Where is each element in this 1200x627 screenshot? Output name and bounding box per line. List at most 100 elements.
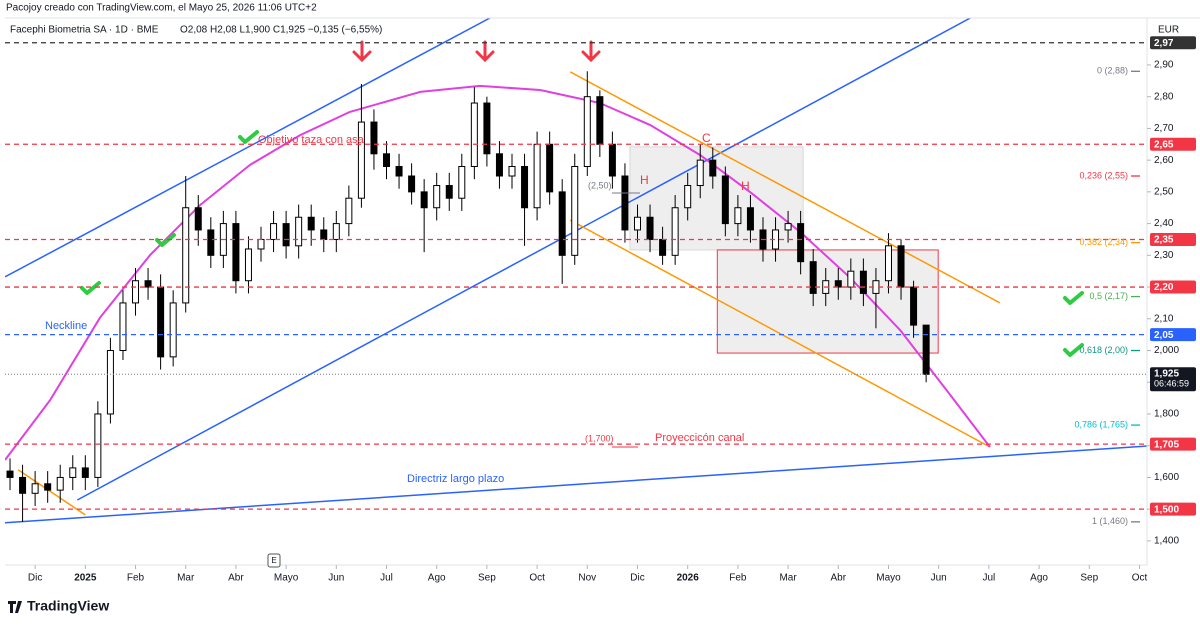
brand-logo	[8, 601, 22, 613]
check	[80, 281, 101, 295]
price-label: 2,05	[1154, 330, 1174, 341]
candle-body	[370, 121, 378, 155]
price-label: 1,705	[1154, 439, 1179, 450]
candle-body	[696, 159, 704, 187]
annotation: H	[640, 173, 649, 187]
cup-arc	[5, 84, 991, 461]
candle-body	[119, 302, 127, 352]
symbol: Facephi Biometria SA · 1D · BME	[10, 25, 159, 36]
candle-body	[19, 476, 27, 494]
candle-body	[483, 102, 491, 155]
candle-body	[332, 223, 340, 240]
candle-body	[508, 165, 516, 177]
candle-body	[56, 476, 64, 491]
candle-body	[633, 216, 641, 231]
candle-body	[897, 245, 905, 288]
annotation: H	[741, 179, 750, 193]
x-tick-label: Dic	[630, 573, 644, 584]
y-tick-label: 1,400	[1154, 536, 1179, 547]
currency: EUR	[1158, 25, 1179, 36]
price-label: 2,97	[1154, 38, 1174, 49]
candle-body	[834, 280, 842, 288]
fib-label: 0,382 (2,34)	[1079, 237, 1128, 247]
candle-body	[521, 165, 529, 209]
candle-body	[809, 261, 817, 294]
y-tick-label: 2,60	[1154, 155, 1174, 166]
fib-label: 0,5 (2,17)	[1089, 291, 1128, 301]
candle-body	[746, 207, 754, 231]
candle-body	[320, 229, 328, 240]
x-tick-label: Mar	[779, 573, 797, 584]
candle-body	[659, 238, 667, 256]
candle-body	[583, 96, 591, 167]
x-tick-label: Dic	[28, 573, 42, 584]
x-tick-label: Ago	[428, 573, 446, 584]
price-label-box	[1150, 280, 1196, 294]
annotation: Neckline	[45, 320, 87, 332]
check	[238, 130, 259, 144]
brand: TradingView	[27, 598, 109, 614]
candle-body	[182, 207, 190, 304]
candle-body	[395, 165, 403, 177]
candle-body	[257, 238, 265, 250]
candle-body	[94, 413, 102, 478]
candle-body	[81, 467, 89, 478]
earnings-marker	[267, 553, 281, 568]
y-tick-label: 2,50	[1154, 187, 1174, 198]
price-label-box	[1150, 36, 1196, 50]
price-label: 2,65	[1154, 139, 1174, 150]
x-tick-label: Ago	[1030, 573, 1048, 584]
annotation: C	[702, 131, 711, 145]
countdown-label: 06:46:59	[1154, 379, 1189, 389]
candle-body	[797, 223, 805, 263]
candle-body	[784, 223, 792, 231]
y-tick-label: 1,600	[1154, 472, 1179, 483]
check	[155, 233, 176, 247]
fib-label: 0,618 (2,00)	[1079, 345, 1128, 355]
plot-area	[5, 18, 1147, 524]
price-label-box	[1150, 502, 1196, 516]
candle-body	[420, 191, 428, 209]
x-tick-label: Oct	[1132, 573, 1148, 584]
x-tick-label: Jun	[328, 573, 344, 584]
candle-body	[533, 143, 541, 209]
ohlc: O2,08 H2,08 L1,900 C1,925 −0,135 (−6,55%…	[180, 25, 382, 36]
x-tick-label: 2025	[74, 573, 97, 584]
candle-body	[571, 165, 579, 256]
candle-body	[721, 175, 729, 225]
fib-label: 0,786 (1,765)	[1074, 419, 1128, 429]
last-price-label: 1,925	[1154, 368, 1179, 379]
trendline	[76, 18, 971, 501]
candle-body	[445, 185, 453, 199]
x-tick-label: 2026	[677, 573, 700, 584]
price-label-box	[1150, 437, 1196, 451]
x-tick-label: Jul	[380, 573, 393, 584]
price-label: 2,35	[1154, 235, 1174, 246]
x-tick-label: Feb	[729, 573, 747, 584]
candle-body	[69, 467, 77, 478]
x-tick-label: Mayo	[274, 573, 299, 584]
trendline	[5, 445, 1147, 524]
price-label: 1,500	[1154, 504, 1179, 515]
candle-body	[232, 223, 240, 282]
x-tick-label: Sep	[1080, 573, 1098, 584]
candle-body	[859, 270, 867, 294]
y-tick-label: 2,70	[1154, 123, 1174, 134]
y-tick-label: 2,40	[1154, 218, 1174, 229]
candle-body	[734, 207, 742, 225]
candle-body	[270, 223, 278, 240]
y-tick-label: 1,800	[1154, 409, 1179, 420]
candle-body	[194, 207, 202, 231]
candle-body	[671, 207, 679, 256]
candle-body	[608, 143, 616, 177]
candle-body	[31, 483, 39, 494]
y-tick-label: 2,30	[1154, 250, 1174, 261]
x-tick-label: Oct	[529, 573, 545, 584]
y-tick-label: 2,90	[1154, 60, 1174, 71]
candle-body	[295, 216, 303, 247]
candle-body	[44, 483, 52, 491]
price-label-box	[1150, 328, 1196, 342]
down-arrow	[475, 40, 495, 63]
x-tick-label: Nov	[578, 573, 596, 584]
candle-body	[458, 165, 466, 199]
